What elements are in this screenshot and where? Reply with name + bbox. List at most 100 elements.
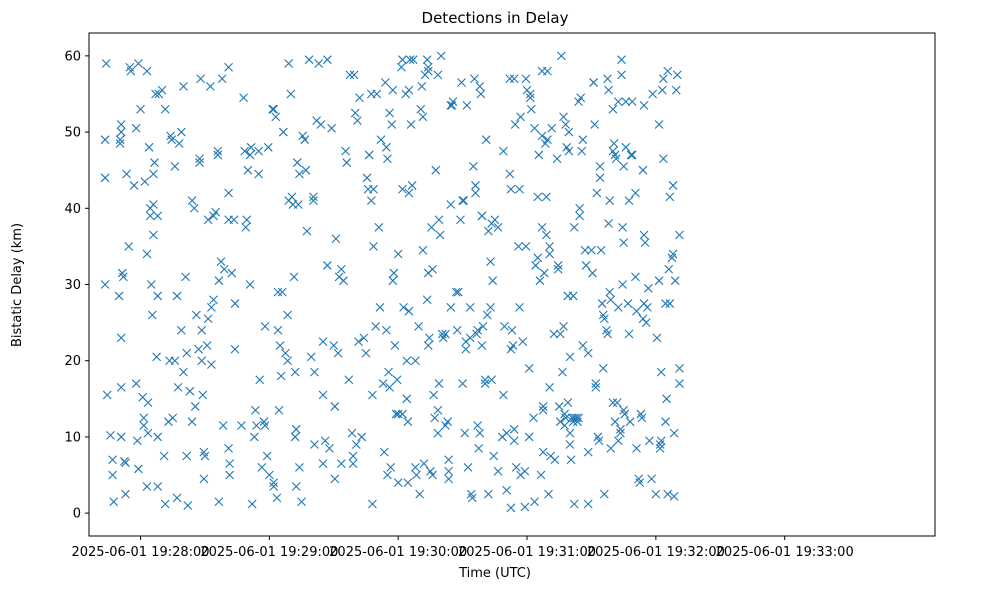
- data-point: [505, 169, 515, 179]
- data-point: [224, 62, 233, 72]
- data-point: [357, 432, 367, 442]
- data-point: [283, 356, 293, 366]
- data-point: [318, 337, 328, 347]
- data-point: [538, 405, 548, 415]
- data-point: [168, 413, 178, 423]
- data-point: [293, 200, 303, 209]
- data-point: [465, 333, 475, 343]
- data-point: [183, 501, 193, 510]
- data-point: [565, 440, 575, 449]
- data-point: [670, 276, 680, 286]
- data-point: [392, 375, 402, 385]
- data-point: [393, 409, 403, 419]
- data-point: [625, 417, 635, 427]
- data-point: [393, 249, 403, 259]
- data-point: [541, 192, 551, 202]
- data-point: [617, 55, 626, 65]
- data-point: [254, 169, 264, 179]
- data-point: [606, 443, 616, 453]
- data-point: [559, 322, 568, 331]
- data-point: [230, 299, 240, 308]
- data-point: [654, 276, 664, 286]
- data-point: [655, 443, 665, 453]
- data-point: [533, 253, 543, 263]
- data-point: [106, 431, 115, 440]
- data-point: [544, 489, 553, 499]
- data-point: [291, 424, 301, 434]
- data-point: [414, 322, 423, 331]
- data-point: [260, 421, 270, 430]
- data-point: [621, 142, 631, 152]
- data-point: [592, 188, 602, 198]
- data-point: [116, 333, 126, 343]
- data-point: [467, 493, 477, 503]
- data-point: [430, 413, 440, 423]
- data-point: [308, 196, 318, 206]
- data-point: [375, 302, 385, 312]
- data-point: [514, 242, 523, 251]
- data-point: [556, 51, 566, 61]
- data-point: [252, 421, 261, 430]
- data-point: [488, 276, 498, 286]
- data-point: [618, 222, 627, 232]
- data-point: [631, 188, 640, 198]
- data-point: [295, 169, 304, 179]
- y-axis: 0 10 20 30 40 50 60: [64, 49, 89, 522]
- data-point: [543, 66, 552, 76]
- data-point: [230, 344, 240, 354]
- data-point: [122, 169, 131, 179]
- data-point: [606, 295, 616, 305]
- data-point: [153, 432, 163, 442]
- data-point: [415, 489, 425, 499]
- data-point: [121, 458, 130, 468]
- data-point: [185, 386, 195, 396]
- data-point: [627, 150, 637, 160]
- data-point: [518, 337, 528, 347]
- data-point: [457, 78, 466, 87]
- data-point: [537, 222, 547, 232]
- data-point: [529, 413, 538, 423]
- data-point: [336, 264, 346, 274]
- data-point: [441, 329, 450, 339]
- data-point: [588, 268, 597, 278]
- data-point: [176, 325, 186, 335]
- data-point: [661, 299, 670, 308]
- data-point: [564, 146, 574, 156]
- data-point: [648, 89, 658, 99]
- data-point: [429, 390, 439, 400]
- data-point: [391, 409, 401, 419]
- data-point: [131, 123, 141, 133]
- data-point: [397, 62, 406, 72]
- data-point: [603, 74, 612, 84]
- data-point: [176, 127, 186, 137]
- data-point: [181, 272, 191, 282]
- data-point: [241, 222, 251, 232]
- data-point: [641, 318, 651, 327]
- data-point: [549, 329, 559, 339]
- data-point: [289, 272, 299, 282]
- data-point: [538, 402, 548, 411]
- data-point: [534, 150, 544, 160]
- data-point: [351, 440, 361, 449]
- data-point: [216, 257, 226, 267]
- data-point: [403, 417, 413, 427]
- data-point: [331, 234, 341, 244]
- data-point: [133, 464, 143, 474]
- data-point: [139, 413, 149, 423]
- data-point: [286, 89, 296, 99]
- data-point: [129, 181, 139, 190]
- data-point: [433, 428, 443, 438]
- data-point: [124, 242, 134, 251]
- data-point: [591, 379, 601, 388]
- data-point: [381, 142, 391, 152]
- data-point: [486, 302, 495, 312]
- data-point: [553, 264, 563, 274]
- data-point: [434, 215, 444, 225]
- data-point: [530, 123, 539, 133]
- data-point: [143, 428, 153, 438]
- data-point: [348, 459, 358, 468]
- data-point: [578, 135, 588, 145]
- data-point: [329, 341, 339, 350]
- data-point: [530, 497, 539, 507]
- data-point: [477, 211, 487, 221]
